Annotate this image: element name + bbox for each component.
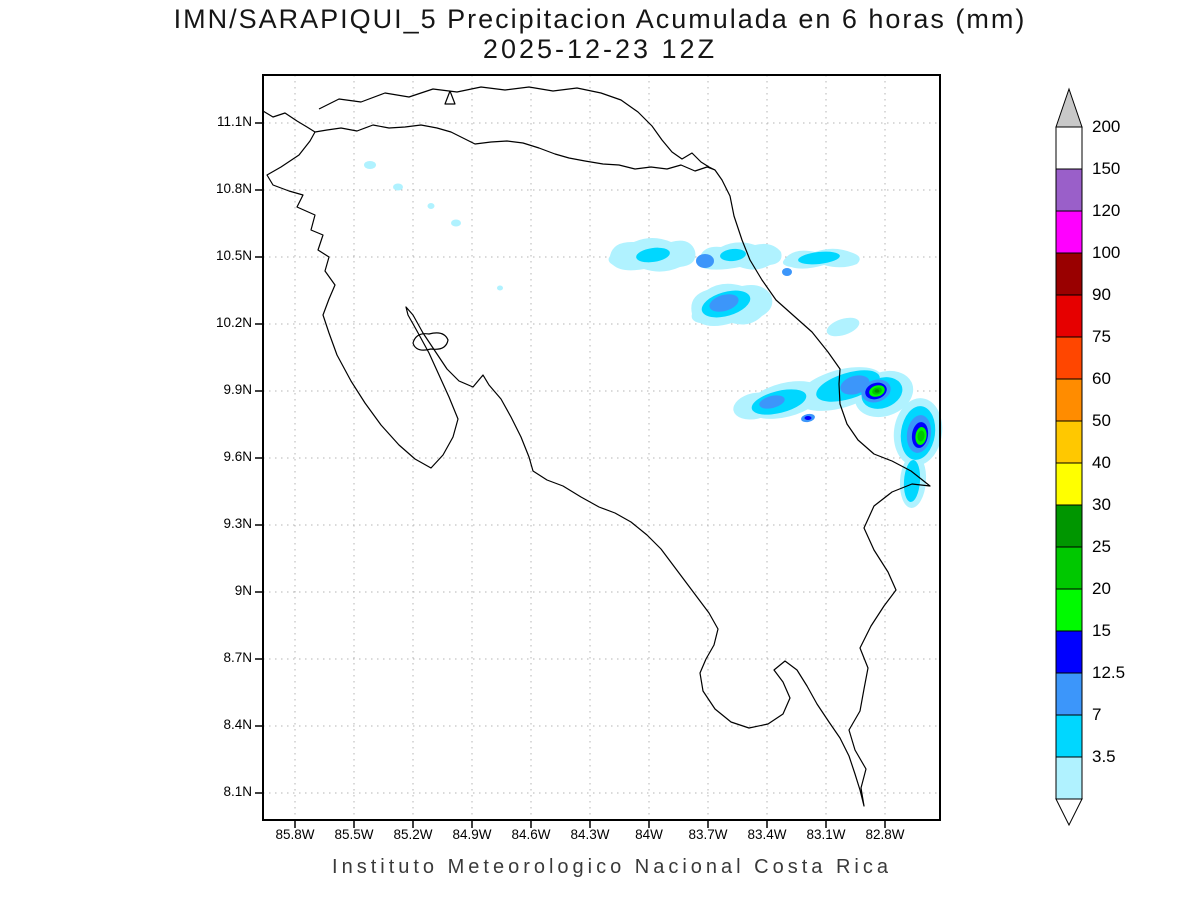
precip-contour-lt — [451, 219, 461, 227]
colorbar-level-label: 25 — [1092, 537, 1111, 556]
lat-tick-label: 9.9N — [223, 382, 252, 397]
colorbar-band — [1055, 714, 1083, 758]
nicaragua-pacific-coastline — [262, 110, 316, 133]
colorbar-level-label: 75 — [1092, 327, 1111, 346]
chart-title: IMN/SARAPIQUI_5 Precipitacion Acumulada … — [173, 4, 1027, 34]
lat-tick-label: 8.7N — [223, 650, 252, 665]
precip-contour-lt — [393, 183, 403, 191]
colorbar-band — [1055, 630, 1083, 674]
precipitation-contours — [364, 161, 943, 508]
colorbar-level-label: 200 — [1092, 117, 1121, 136]
precip-contour-bl — [759, 395, 785, 409]
precip-contour-cy — [798, 251, 840, 265]
precip-contour-cy — [720, 248, 746, 262]
colorbar-band — [1055, 378, 1083, 422]
lat-tick-label: 10.5N — [215, 248, 252, 263]
footer-text: Instituto Meteorologico Nacional Costa R… — [332, 856, 892, 878]
colorbar-level-label: 7 — [1092, 705, 1102, 724]
lat-tick-label: 11.1N — [216, 114, 252, 129]
lon-tick-label: 84W — [635, 827, 663, 842]
colorbar-band — [1055, 420, 1083, 464]
colorbar-level-label: 20 — [1092, 579, 1111, 598]
map-gridlines — [263, 75, 940, 820]
colorbar-level-label: 120 — [1092, 201, 1121, 220]
lon-tick-label: 84.3W — [570, 827, 610, 842]
lon-tick-label: 82.8W — [865, 827, 905, 842]
costa-rica-outline — [266, 124, 931, 807]
colorbar-bands — [1055, 126, 1083, 800]
precip-contour-lt — [497, 285, 503, 291]
lat-tick-label: 10.8N — [215, 181, 252, 196]
colorbar-band — [1055, 504, 1083, 548]
colorbar-level-label: 3.5 — [1092, 747, 1116, 766]
chart-subtitle: 2025-12-23 12Z — [482, 34, 718, 64]
colorbar-top-arrow — [1055, 87, 1083, 128]
lon-tick-label: 84.9W — [452, 827, 492, 842]
precip-contour-g1 — [874, 389, 880, 393]
precip-contour-lt — [427, 203, 435, 209]
colorbar-level-label: 90 — [1092, 285, 1111, 304]
lon-tick-label: 85.5W — [334, 827, 374, 842]
lon-tick-label: 85.2W — [393, 827, 433, 842]
colorbar-band — [1055, 756, 1083, 800]
lat-tick-label: 8.1N — [223, 784, 252, 799]
lon-tick-label: 83.4W — [747, 827, 787, 842]
colorbar-band — [1055, 168, 1083, 212]
colorbar-band — [1055, 210, 1083, 254]
lon-tick-label: 85.8W — [275, 827, 315, 842]
precip-contour-cy — [903, 460, 921, 502]
axis-tick-marks — [255, 122, 886, 828]
colorbar-band — [1055, 672, 1083, 716]
colorbar-level-label: 150 — [1092, 159, 1121, 178]
lon-tick-label: 83.7W — [688, 827, 728, 842]
colorbar-level-label: 12.5 — [1092, 663, 1126, 682]
lat-tick-label: 9.3N — [223, 516, 252, 531]
coastlines — [262, 86, 931, 807]
lat-tick-label: 9.6N — [223, 449, 252, 464]
costa-rica-precipitation-map — [255, 74, 943, 828]
colorbar-level-label: 30 — [1092, 495, 1111, 514]
precip-contour-bl — [709, 294, 739, 312]
lat-tick-label: 8.4N — [223, 717, 252, 732]
isla-chira-outline — [412, 332, 449, 351]
colorbar-band — [1055, 294, 1083, 338]
lon-tick-label: 84.6W — [511, 827, 551, 842]
colorbar-level-label: 50 — [1092, 411, 1111, 430]
lat-tick-label: 10.2N — [215, 315, 252, 330]
colorbar-level-label: 60 — [1092, 369, 1111, 388]
lat-tick-label: 9N — [234, 583, 252, 598]
colorbar-band — [1055, 588, 1083, 632]
precip-contour-bl — [782, 268, 792, 276]
colorbar-band — [1055, 126, 1083, 170]
colorbar-band — [1055, 336, 1083, 380]
precip-contour-db — [804, 416, 812, 420]
colorbar-bottom-arrow — [1055, 798, 1083, 827]
colorbar-level-label: 15 — [1092, 621, 1111, 640]
precip-contour-g2 — [917, 430, 925, 442]
colorbar-level-label: 40 — [1092, 453, 1111, 472]
colorbar-band — [1055, 462, 1083, 506]
lon-tick-label: 83.1W — [806, 827, 846, 842]
map-frame — [262, 74, 941, 821]
colorbar-level-label: 100 — [1092, 243, 1121, 262]
precip-contour-lt — [826, 317, 860, 337]
precip-contour-bl — [696, 254, 714, 268]
ometepe-island-marker — [444, 90, 456, 105]
nicaragua-lake-and-caribbean-coastline — [318, 86, 716, 171]
colorbar-band — [1055, 546, 1083, 590]
colorbar — [1055, 87, 1083, 827]
precip-contour-lt — [364, 161, 376, 169]
colorbar-band — [1055, 252, 1083, 296]
precip-contour-cy — [636, 247, 670, 263]
